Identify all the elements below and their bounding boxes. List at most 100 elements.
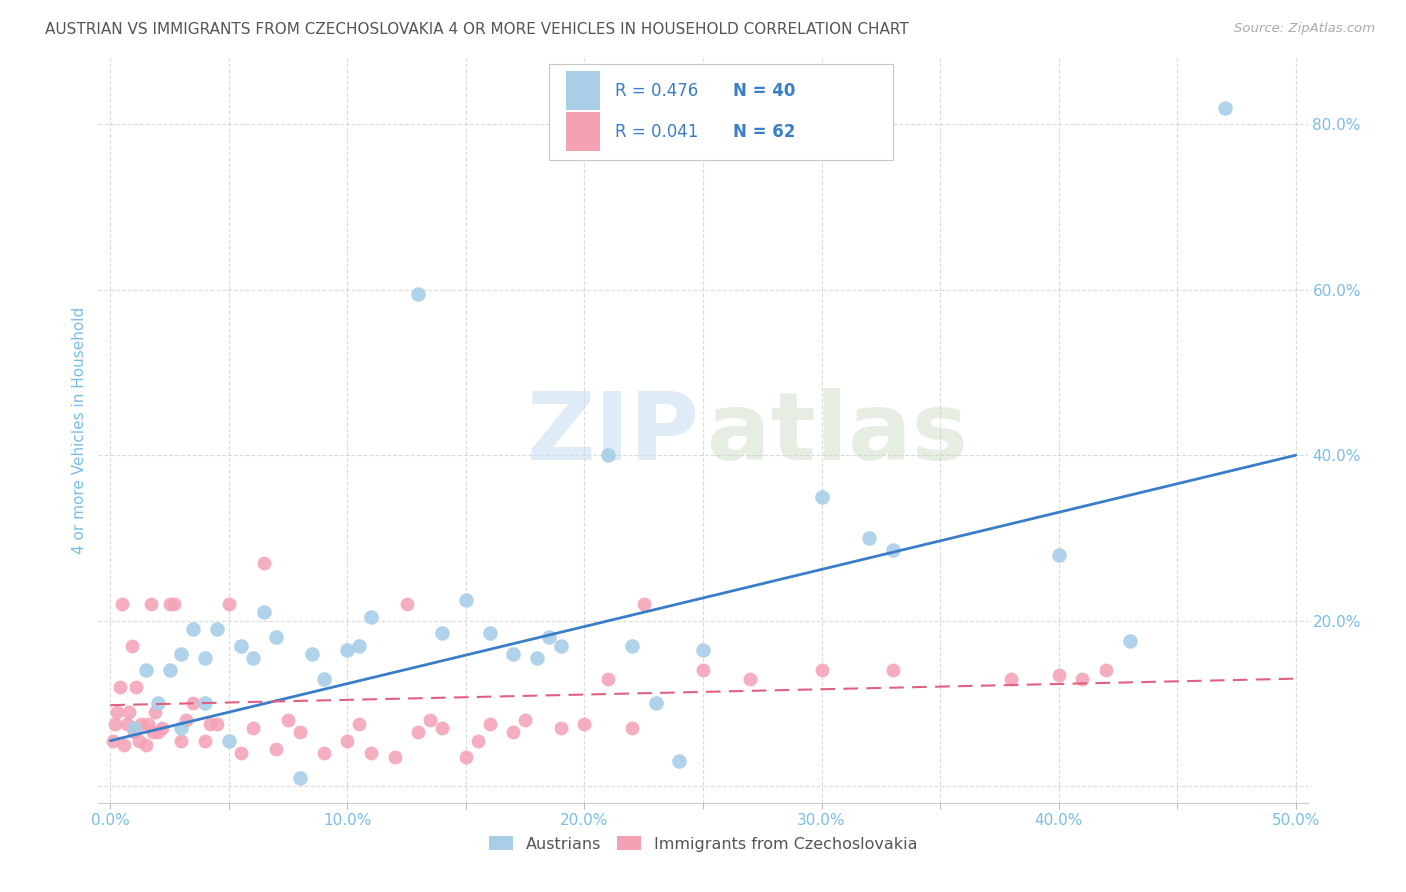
Text: N = 62: N = 62: [734, 123, 796, 141]
Point: [408, 725, 430, 739]
Point: [360, 746, 382, 760]
Point: [108, 680, 131, 694]
Point: [1119, 634, 1142, 648]
Point: [312, 746, 335, 760]
Point: [253, 556, 276, 570]
Point: [121, 639, 143, 653]
Text: atlas: atlas: [707, 388, 967, 480]
Point: [218, 733, 240, 747]
Point: [598, 448, 620, 462]
Point: [550, 639, 572, 653]
Point: [194, 697, 217, 711]
Legend: Austrians, Immigrants from Czechoslovakia: Austrians, Immigrants from Czechoslovaki…: [482, 830, 924, 858]
Point: [336, 733, 359, 747]
Point: [253, 606, 276, 620]
Point: [118, 705, 141, 719]
Y-axis label: 4 or more Vehicles in Household: 4 or more Vehicles in Household: [72, 307, 87, 554]
Point: [129, 717, 152, 731]
FancyBboxPatch shape: [550, 64, 893, 160]
Point: [146, 725, 169, 739]
Point: [205, 717, 228, 731]
Point: [432, 626, 454, 640]
Point: [105, 705, 128, 719]
Point: [882, 543, 904, 558]
Point: [598, 672, 620, 686]
Point: [159, 664, 181, 678]
Point: [526, 651, 548, 665]
Point: [574, 717, 596, 731]
Point: [163, 597, 186, 611]
Point: [395, 597, 418, 611]
Point: [478, 626, 501, 640]
Point: [620, 639, 643, 653]
Point: [159, 597, 181, 611]
Point: [384, 750, 406, 764]
FancyBboxPatch shape: [567, 112, 600, 151]
Point: [502, 647, 524, 661]
Point: [174, 713, 197, 727]
Point: [515, 713, 537, 727]
Point: [122, 725, 145, 739]
Point: [170, 733, 193, 747]
Point: [139, 597, 162, 611]
Point: [347, 639, 370, 653]
Point: [454, 750, 477, 764]
Point: [740, 672, 762, 686]
Point: [218, 597, 240, 611]
Point: [136, 717, 159, 731]
Point: [242, 721, 264, 735]
Point: [288, 725, 311, 739]
Point: [104, 717, 127, 731]
Text: ZIP: ZIP: [526, 388, 699, 480]
Point: [550, 721, 572, 735]
Point: [122, 721, 145, 735]
Point: [644, 697, 666, 711]
Point: [432, 721, 454, 735]
Text: AUSTRIAN VS IMMIGRANTS FROM CZECHOSLOVAKIA 4 OR MORE VEHICLES IN HOUSEHOLD CORRE: AUSTRIAN VS IMMIGRANTS FROM CZECHOSLOVAK…: [45, 22, 908, 37]
Point: [633, 597, 655, 611]
Text: R = 0.041: R = 0.041: [614, 123, 699, 141]
Point: [135, 664, 157, 678]
FancyBboxPatch shape: [567, 71, 600, 110]
Point: [115, 717, 138, 731]
Point: [264, 630, 287, 644]
Point: [312, 672, 335, 686]
Point: [502, 725, 524, 739]
Point: [170, 721, 193, 735]
Point: [142, 725, 165, 739]
Point: [692, 664, 714, 678]
Point: [181, 697, 204, 711]
Point: [194, 733, 217, 747]
Point: [194, 651, 217, 665]
Point: [360, 609, 382, 624]
Point: [810, 490, 832, 504]
Point: [467, 733, 489, 747]
Point: [198, 717, 221, 731]
Text: R = 0.476: R = 0.476: [614, 82, 697, 100]
Point: [810, 664, 832, 678]
Point: [152, 721, 174, 735]
Point: [205, 622, 228, 636]
Point: [1047, 548, 1070, 562]
Point: [858, 531, 880, 545]
Point: [537, 630, 560, 644]
Point: [242, 651, 264, 665]
Point: [692, 642, 714, 657]
Point: [101, 733, 124, 747]
Point: [277, 713, 299, 727]
Point: [882, 664, 904, 678]
Point: [114, 738, 136, 752]
Text: N = 40: N = 40: [734, 82, 796, 100]
Point: [229, 746, 252, 760]
Point: [301, 647, 323, 661]
Point: [125, 680, 148, 694]
Point: [170, 647, 193, 661]
Point: [181, 622, 204, 636]
Point: [478, 717, 501, 731]
Point: [1047, 667, 1070, 681]
Point: [264, 742, 287, 756]
Point: [454, 593, 477, 607]
Point: [229, 639, 252, 653]
Point: [419, 713, 441, 727]
Point: [128, 733, 150, 747]
